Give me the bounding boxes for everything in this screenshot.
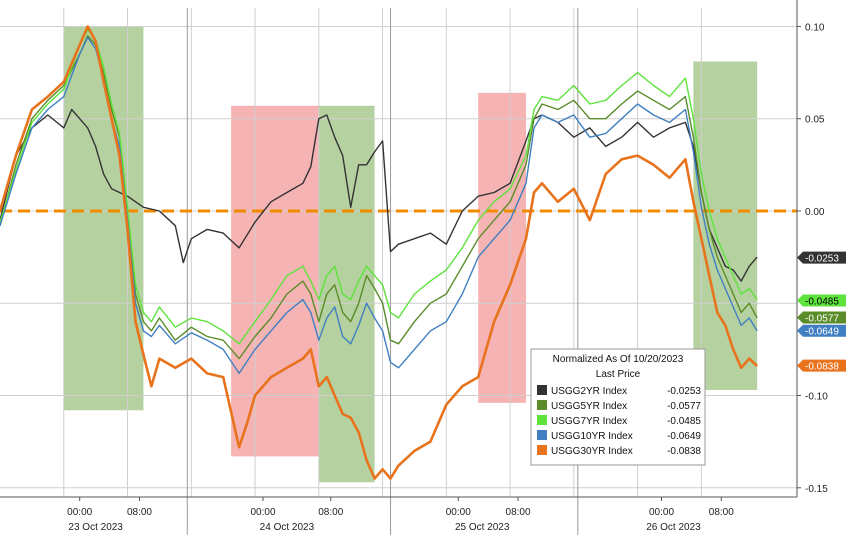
legend-value-1: -0.0577 (667, 401, 701, 412)
legend-label-2: USGG7YR Index (551, 416, 627, 427)
shaded-region-2 (318, 105, 375, 483)
y-tick-label-3: -0.10 (805, 392, 828, 403)
x-tick-label-0: 00:00 (67, 507, 92, 518)
last-value-badge-text-1: -0.0577 (805, 313, 839, 324)
x-tick-label-4: 00:00 (446, 507, 471, 518)
x-date-label-3: 26 Oct 2023 (646, 522, 701, 533)
legend-box (530, 348, 706, 466)
series-line-usgg30yr (0, 25, 758, 480)
last-value-badge-text-0: -0.0253 (805, 254, 839, 265)
x-tick-label-5: 08:00 (506, 507, 531, 518)
legend: Normalized As Of 10/20/2023 Last Price USG… (530, 348, 706, 466)
legend-swatch-4 (537, 445, 547, 455)
x-tick-label-7: 08:00 (709, 507, 734, 518)
legend-swatch-3 (537, 430, 547, 440)
legend-swatch-0 (537, 385, 547, 395)
legend-label-0: USGG2YR Index (551, 386, 627, 397)
legend-value-2: -0.0485 (667, 416, 701, 427)
last-value-badges: -0.0253 -0.0485 -0.0577 -0.0649 -0.0838 (797, 251, 846, 373)
legend-swatch-1 (537, 400, 547, 410)
shaded-region-1 (231, 105, 319, 457)
last-value-badge-4 (797, 359, 846, 372)
x-tick-label-3: 08:00 (318, 507, 343, 518)
legend-value-0: -0.0253 (667, 386, 701, 397)
legend-value-4: -0.0838 (667, 446, 701, 457)
series-line-usgg2yr (0, 108, 758, 282)
legend-label-1: USGG5YR Index (551, 401, 627, 412)
shaded-region-0 (63, 26, 144, 411)
y-tick-label-2: 0.00 (805, 207, 825, 218)
series-line-usgg7yr (0, 29, 758, 345)
y-tick-label-1: 0.05 (805, 115, 825, 126)
x-tick-label-6: 00:00 (649, 507, 674, 518)
series-lines (0, 25, 758, 480)
legend-value-3: -0.0649 (667, 431, 701, 442)
y-tick-label-0: 0.10 (805, 22, 825, 33)
axes: 0.10 0.05 0.00 -0.10 -0.15 00:00 08:00 00:00 08:… (0, 0, 828, 533)
legend-subtitle: Last Price (596, 369, 641, 380)
x-date-label-2: 25 Oct 2023 (455, 522, 510, 533)
last-value-badge-text-2: -0.0485 (805, 296, 839, 307)
last-value-badge-3 (797, 324, 846, 337)
shaded-region-4 (693, 61, 758, 390)
legend-swatch-2 (537, 415, 547, 425)
legend-label-3: USGG10YR Index (551, 431, 633, 442)
x-tick-label-2: 00:00 (250, 507, 275, 518)
last-value-badge-0 (797, 251, 846, 264)
legend-label-4: USGG30YR Index (551, 446, 633, 457)
x-date-label-1: 24 Oct 2023 (260, 522, 315, 533)
x-date-label-0: 23 Oct 2023 (68, 522, 123, 533)
y-tick-label-4: -0.15 (805, 484, 828, 495)
last-value-badge-2 (797, 294, 846, 307)
last-value-badge-1 (797, 311, 846, 324)
last-value-badge-text-3: -0.0649 (805, 327, 839, 338)
legend-title: Normalized As Of 10/20/2023 (553, 354, 684, 365)
last-value-badge-text-4: -0.0838 (805, 362, 839, 373)
x-tick-label-1: 08:00 (127, 507, 152, 518)
